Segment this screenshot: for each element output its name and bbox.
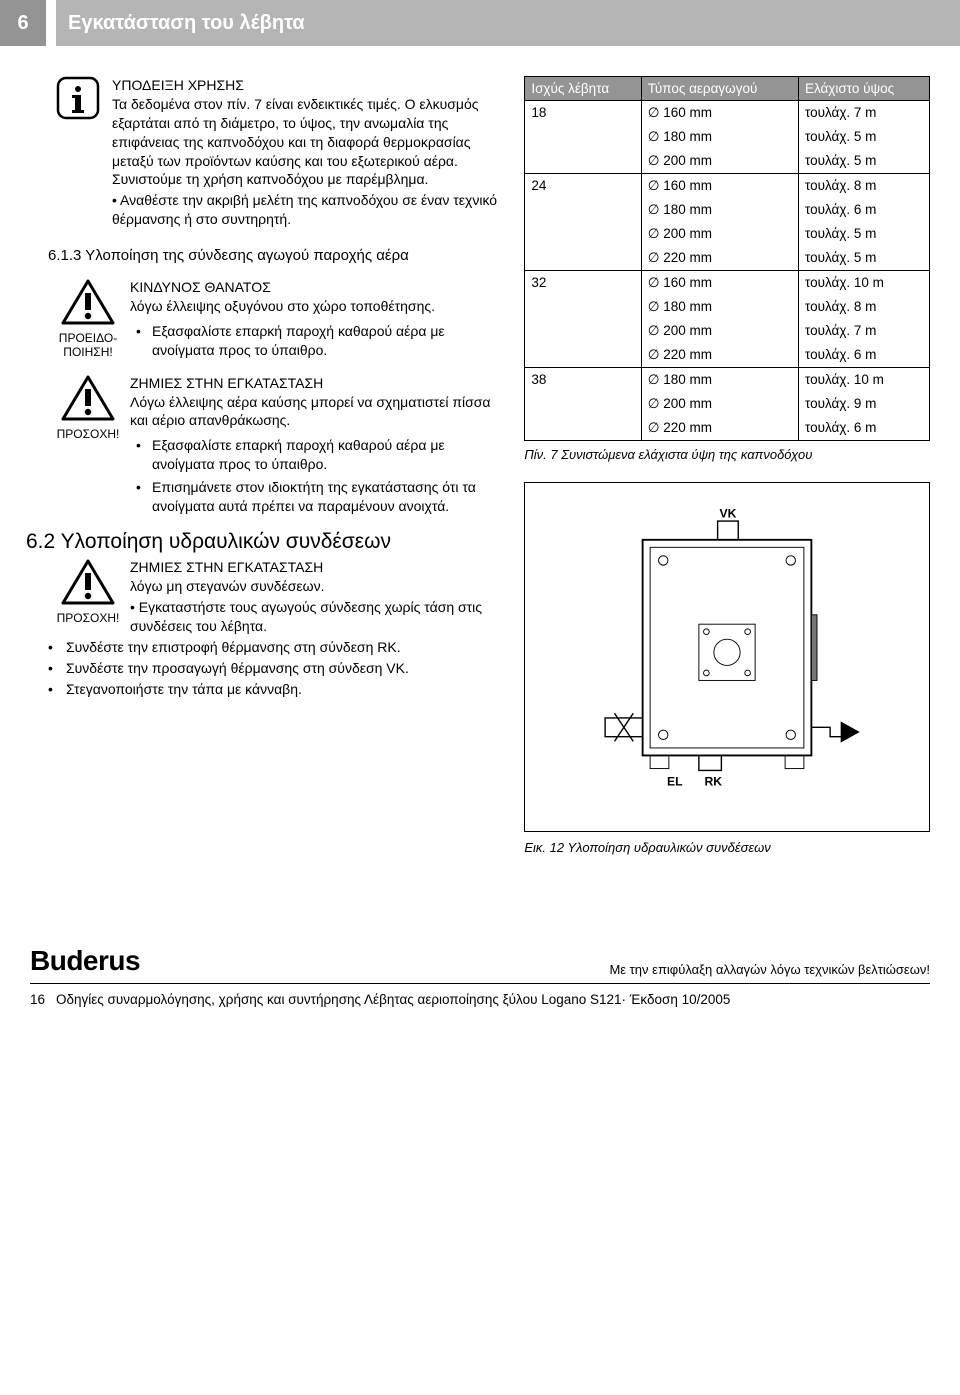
caution1-body: Λόγω έλλειψης αέρα καύσης μπορεί να σχημ… — [130, 394, 491, 429]
note-title: ΥΠΟΔΕΙΞΗ ΧΡΗΣΗΣ — [112, 77, 244, 93]
table-row: ∅ 220 mmτουλάχ. 5 m — [525, 246, 930, 271]
table-row: ∅ 200 mmτουλάχ. 9 m — [525, 392, 930, 416]
header-title: Εγκατάσταση του λέβητα — [56, 0, 960, 46]
caution1-block: ΠΡΟΣΟΧΗ! ΖΗΜΙΕΣ ΣΤΗΝ ΕΓΚΑΤΑΣΤΑΣΗ Λόγω έλ… — [56, 374, 504, 520]
flue-table: Ισχύς λέβητα Τύπος αεραγωγού Ελάχιστο ύψ… — [524, 76, 930, 441]
list-item: Στεγανοποιήστε την τάπα με κάνναβη. — [40, 679, 504, 700]
danger-label: ΠΡΟΕΙΔΟ- ΠΟΙΗΣΗ! — [56, 331, 120, 359]
caution1-title: ΖΗΜΙΕΣ ΣΤΗΝ ΕΓΚΑΤΑΣΤΑΣΗ — [130, 375, 323, 391]
th-power: Ισχύς λέβητα — [525, 77, 641, 101]
th-height: Ελάχιστο ύψος — [798, 77, 929, 101]
svg-text:EL: EL — [667, 774, 683, 788]
figure-caption: Εικ. 12 Υλοποίηση υδραυλικών συνδέσεων — [524, 840, 930, 855]
table-row: 18∅ 160 mmτουλάχ. 7 m — [525, 101, 930, 126]
table-row: ∅ 220 mmτουλάχ. 6 m — [525, 416, 930, 441]
page-number: 6 — [0, 0, 46, 46]
table-row: 38∅ 180 mmτουλάχ. 10 m — [525, 368, 930, 393]
danger-block: ΠΡΟΕΙΔΟ- ΠΟΙΗΣΗ! ΚΙΝΔΥΝΟΣ ΘΑΝΑΤΟΣ λόγω έ… — [56, 278, 504, 364]
table-row: ∅ 200 mmτουλάχ. 5 m — [525, 149, 930, 174]
caution2-body: λόγω μη στεγανών συνδέσεων. — [130, 578, 325, 594]
table-row: ∅ 220 mmτουλάχ. 6 m — [525, 343, 930, 368]
danger-bullet: Εξασφαλίστε επαρκή παροχή καθαρού αέρα μ… — [130, 322, 504, 360]
svg-text:RK: RK — [705, 774, 723, 788]
caution2-title: ΖΗΜΙΕΣ ΣΤΗΝ ΕΓΚΑΤΑΣΤΑΣΗ — [130, 559, 323, 575]
list-item: Συνδέστε την προσαγωγή θέρμανσης στη σύν… — [40, 658, 504, 679]
table-row: ∅ 200 mmτουλάχ. 7 m — [525, 319, 930, 343]
main-bullets: Συνδέστε την επιστροφή θέρμανσης στη σύν… — [40, 637, 504, 700]
hydraulic-diagram: VK — [524, 482, 930, 832]
usage-note: ΥΠΟΔΕΙΞΗ ΧΡΗΣΗΣ Τα δεδομένα στον πίν. 7 … — [56, 76, 504, 229]
caution2-label: ΠΡΟΣΟΧΗ! — [56, 611, 120, 625]
svg-text:VK: VK — [720, 507, 737, 520]
section-62: 6.2 Υλοποίηση υδραυλικών συνδέσεων — [26, 530, 504, 554]
table-row: ∅ 180 mmτουλάχ. 5 m — [525, 125, 930, 149]
caution2-bullet: Εγκαταστήστε τους αγωγούς σύνδεσης χωρίς… — [130, 599, 482, 634]
th-duct: Τύπος αεραγωγού — [641, 77, 798, 101]
table-row: 32∅ 160 mmτουλάχ. 10 m — [525, 271, 930, 296]
page-header: 6 Εγκατάσταση του λέβητα — [0, 0, 960, 46]
table-row: 24∅ 160 mmτουλάχ. 8 m — [525, 174, 930, 199]
note-body: Τα δεδομένα στον πίν. 7 είναι ενδεικτικέ… — [112, 96, 479, 188]
caution1-label: ΠΡΟΣΟΧΗ! — [56, 427, 120, 441]
footer-disclaimer: Με την επιφύλαξη αλλαγών λόγω τεχνικών β… — [609, 962, 930, 977]
caution2-block: ΠΡΟΣΟΧΗ! ΖΗΜΙΕΣ ΣΤΗΝ ΕΓΚΑΤΑΣΤΑΣΗ λόγω μη… — [56, 558, 504, 636]
warning-icon — [56, 278, 120, 329]
info-icon — [56, 76, 100, 229]
footer-doc: Οδηγίες συναρμολόγησης, χρήσης και συντή… — [56, 992, 730, 1007]
table-row: ∅ 180 mmτουλάχ. 6 m — [525, 198, 930, 222]
footer: Buderus Με την επιφύλαξη αλλαγών λόγω τε… — [0, 945, 960, 1007]
table-row: ∅ 180 mmτουλάχ. 8 m — [525, 295, 930, 319]
list-item: Επισημάνετε στον ιδιοκτήτη της εγκατάστα… — [130, 478, 504, 516]
list-item: Εξασφαλίστε επαρκή παροχή καθαρού αέρα μ… — [130, 436, 504, 474]
table-caption: Πίν. 7 Συνιστώμενα ελάχιστα ύψη της καπν… — [524, 447, 930, 462]
subsection-613: 6.1.3 Υλοποίηση της σύνδεσης αγωγού παρο… — [48, 247, 504, 264]
note-bullet: Αναθέστε την ακριβή μελέτη της καπνοδόχο… — [112, 192, 497, 227]
list-item: Συνδέστε την επιστροφή θέρμανσης στη σύν… — [40, 637, 504, 658]
warning-icon — [56, 374, 120, 425]
danger-body: λόγω έλλειψης οξυγόνου στο χώρο τοποθέτη… — [130, 298, 435, 314]
footer-page: 16 — [30, 992, 56, 1007]
brand-logo: Buderus — [30, 945, 140, 977]
warning-icon — [56, 558, 120, 609]
danger-title: ΚΙΝΔΥΝΟΣ ΘΑΝΑΤΟΣ — [130, 279, 271, 295]
table-row: ∅ 200 mmτουλάχ. 5 m — [525, 222, 930, 246]
